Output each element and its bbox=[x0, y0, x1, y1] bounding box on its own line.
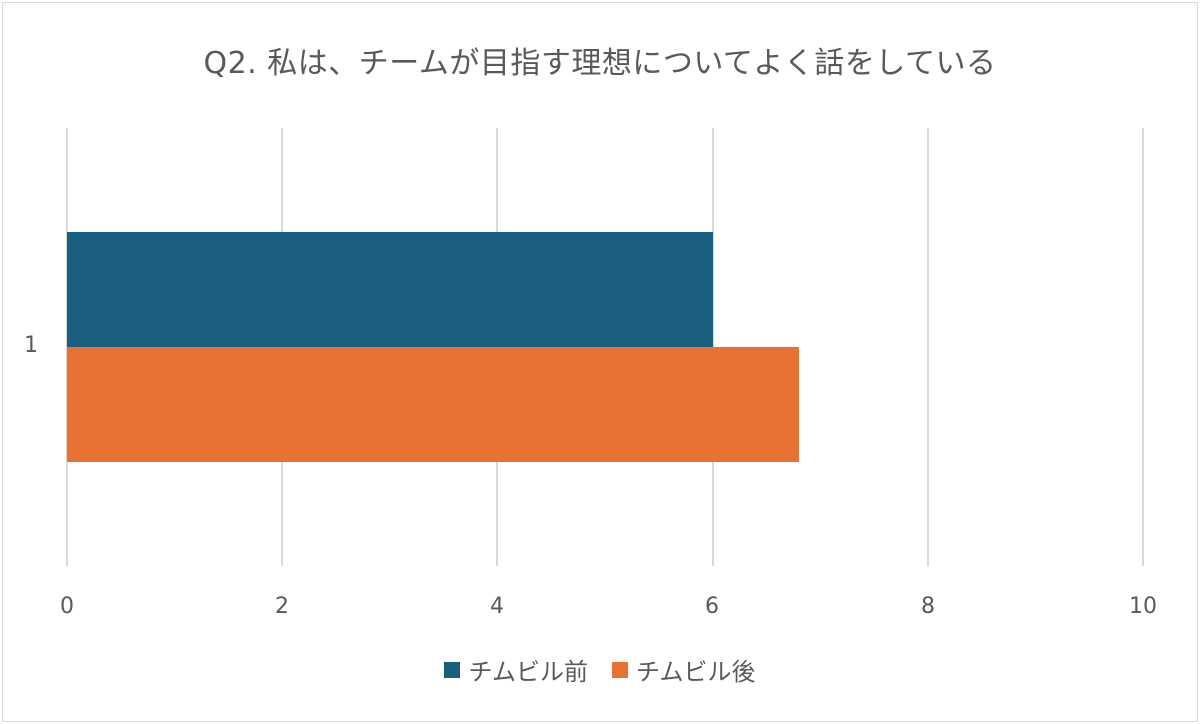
x-tick-4: 4 bbox=[490, 594, 504, 619]
legend-swatch-after bbox=[612, 661, 628, 678]
x-tick-8: 8 bbox=[921, 594, 935, 619]
bar-before[interactable] bbox=[67, 232, 713, 347]
gridline-8 bbox=[926, 128, 929, 566]
x-tick-2: 2 bbox=[275, 594, 289, 619]
x-tick-0: 0 bbox=[60, 594, 74, 619]
legend-label-before: チムビル前 bbox=[468, 658, 588, 686]
y-category-label: 1 bbox=[24, 333, 38, 358]
legend-swatch-before bbox=[444, 661, 461, 678]
legend-item-before[interactable]: チムビル前 bbox=[444, 652, 588, 687]
legend: チムビル前 チムビル後 bbox=[0, 652, 1200, 687]
x-tick-10: 10 bbox=[1129, 594, 1157, 619]
chart-title: Q2. 私は、チームが目指す理想についてよく話をしている bbox=[203, 46, 997, 81]
x-tick-6: 6 bbox=[705, 594, 719, 619]
plot-area bbox=[66, 128, 1144, 566]
bar-after[interactable] bbox=[67, 347, 799, 462]
gridline-10 bbox=[1142, 128, 1144, 566]
legend-label-after: チムビル後 bbox=[636, 658, 756, 686]
legend-item-after[interactable]: チムビル後 bbox=[612, 652, 756, 687]
